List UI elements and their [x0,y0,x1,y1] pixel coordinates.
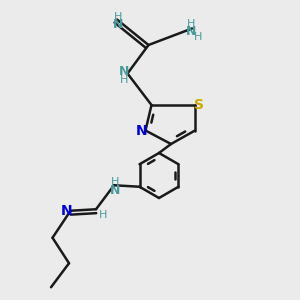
Text: H: H [110,177,119,187]
Text: H: H [98,210,107,220]
Text: N: N [61,204,73,218]
Text: N: N [186,25,197,38]
Text: H: H [194,32,202,42]
Text: H: H [114,12,122,22]
Text: N: N [119,64,129,78]
Text: S: S [194,98,204,112]
Text: N: N [136,124,148,137]
Text: N: N [113,18,123,32]
Text: N: N [110,184,120,196]
Text: H: H [187,19,196,29]
Text: H: H [120,75,128,85]
